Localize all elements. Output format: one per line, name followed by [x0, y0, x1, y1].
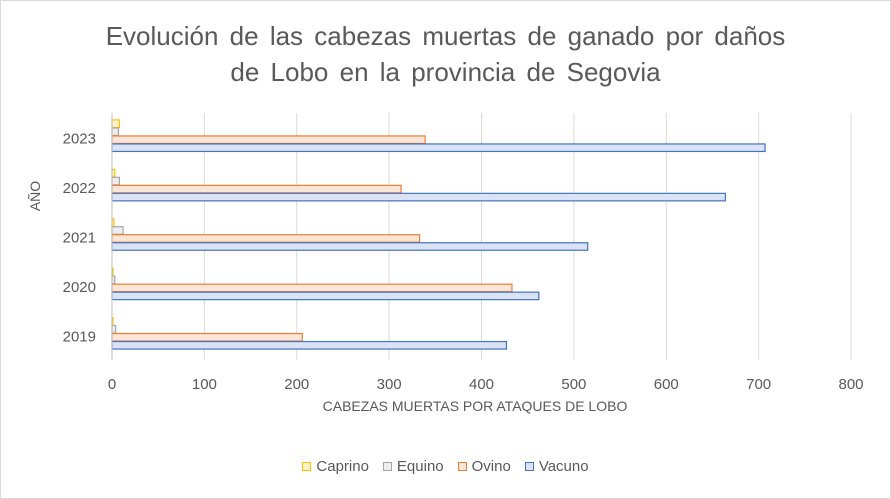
x-tick-label: 100 [192, 376, 217, 393]
x-axis-title: CABEZAS MUERTAS POR ATAQUES DE LOBO [323, 398, 628, 414]
chart-title-line-1: Evolución de las cabezas muertas de gana… [105, 21, 786, 51]
bar-ovino-2023 [111, 135, 426, 145]
legend-item-caprino: Caprino [302, 458, 369, 475]
bar-vacuno-2021 [111, 242, 589, 251]
legend-label: Caprino [316, 458, 369, 475]
y-tick-label: 2022 [63, 180, 96, 197]
y-tick-label: 2023 [63, 131, 96, 148]
bar-caprino-2023 [111, 119, 120, 129]
legend-label: Ovino [471, 458, 511, 475]
chart-title-line-2: de Lobo en la provincia de Segovia [230, 57, 661, 87]
legend-item-equino: Equino [382, 458, 444, 475]
legend-swatch [524, 462, 534, 471]
y-axis-title: AÑO [27, 181, 43, 211]
x-tick-label: 300 [377, 376, 402, 393]
bar-ovino-2021 [111, 234, 421, 243]
x-tick-label: 800 [838, 376, 863, 393]
legend: Caprino Equino Ovino Vacuno [0, 458, 891, 475]
bar-vacuno-2020 [111, 291, 540, 301]
y-tick-label: 2020 [63, 279, 96, 296]
chart-title: Evolución de las cabezas muertas de gana… [0, 18, 891, 90]
x-tick-label: 500 [561, 376, 586, 393]
x-tick-label: 200 [284, 376, 309, 393]
legend-item-vacuno: Vacuno [524, 458, 589, 475]
x-tick-label: 600 [654, 376, 679, 393]
bar-vacuno-2019 [111, 340, 508, 350]
legend-swatch [302, 462, 312, 471]
bar-vacuno-2022 [111, 192, 726, 202]
legend-swatch [457, 462, 467, 471]
legend-item-ovino: Ovino [457, 458, 511, 475]
bar-ovino-2022 [111, 184, 402, 194]
legend-label: Equino [396, 458, 444, 475]
bar-equino-2021 [111, 226, 124, 235]
bar-equino-2023 [111, 127, 120, 137]
x-tick-label: 0 [108, 376, 116, 393]
legend-swatch [382, 462, 392, 471]
y-tick-label: 2021 [63, 230, 96, 247]
x-tick-label: 400 [469, 376, 494, 393]
bar-equino-2019 [111, 324, 117, 334]
y-tick-label: 2019 [63, 328, 96, 345]
bar-ovino-2019 [111, 332, 303, 342]
legend-label: Vacuno [538, 458, 589, 475]
bar-equino-2022 [111, 176, 120, 186]
bar-ovino-2020 [111, 283, 513, 293]
bar-vacuno-2023 [111, 143, 766, 153]
x-tick-label: 700 [746, 376, 771, 393]
